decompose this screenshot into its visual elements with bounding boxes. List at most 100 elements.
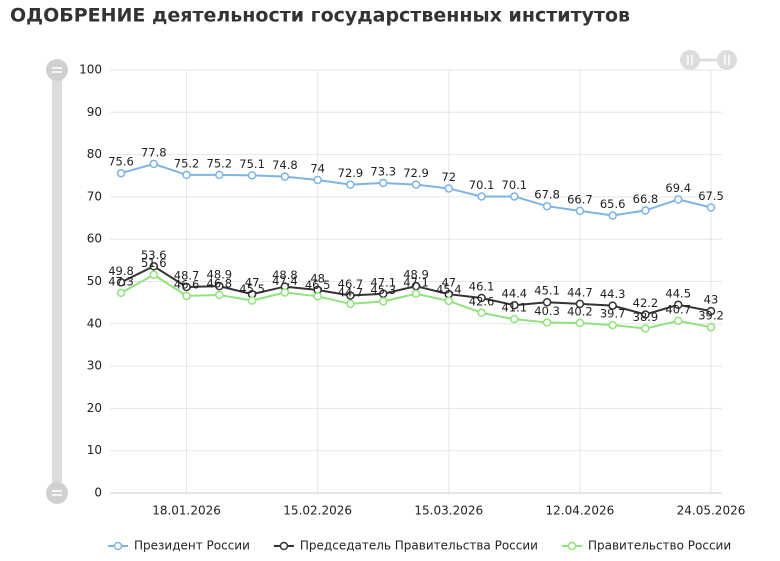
data-label: 67.5 (698, 189, 724, 203)
data-label: 51.6 (141, 256, 167, 270)
point (215, 170, 224, 180)
point (378, 178, 388, 188)
point (378, 297, 388, 306)
data-label: 72.9 (403, 166, 429, 180)
slider-handle[interactable] (680, 50, 700, 70)
slider-handle[interactable] (46, 482, 68, 504)
data-label: 75.1 (239, 157, 265, 171)
data-label: 66.7 (567, 192, 593, 206)
data-label: 47.3 (108, 274, 134, 288)
point (477, 192, 486, 201)
point (641, 206, 650, 215)
y-tick-label: 100 (79, 63, 102, 77)
data-label: 44.7 (567, 285, 593, 299)
y-tick-label: 70 (87, 189, 102, 203)
data-label: 42.2 (633, 296, 659, 310)
data-label: 70.1 (502, 178, 528, 192)
point (608, 211, 617, 220)
y-tick-label: 30 (87, 359, 102, 373)
data-label: 74.8 (272, 158, 298, 172)
data-label: 44.3 (600, 287, 626, 301)
point (182, 170, 191, 180)
slider-handle[interactable] (46, 59, 68, 81)
data-label: 66.8 (633, 192, 659, 206)
legend-item: Председатель Правительства России (273, 539, 538, 553)
data-label: 75.2 (174, 156, 200, 170)
point (510, 300, 519, 310)
data-label: 74 (310, 161, 325, 175)
data-label: 44.7 (338, 285, 364, 299)
x-tick-label: 15.03.2026 (414, 504, 483, 518)
data-label: 47 (245, 276, 260, 290)
data-label: 45.1 (534, 284, 560, 298)
data-label: 39.7 (600, 307, 626, 321)
data-label: 46.6 (174, 277, 200, 291)
data-label: 46.1 (469, 279, 495, 293)
legend-marker (567, 541, 577, 551)
handle-icon (52, 67, 62, 73)
data-label: 69.4 (665, 181, 691, 195)
data-label: 46.5 (305, 278, 331, 292)
data-label: 77.8 (141, 145, 167, 159)
point (542, 297, 552, 307)
point (673, 300, 683, 310)
point (444, 296, 454, 306)
y-tick-label: 50 (87, 274, 102, 288)
point (182, 282, 191, 292)
data-label: 53.6 (141, 248, 167, 262)
data-label: 49.8 (108, 264, 134, 278)
point (247, 171, 257, 180)
x-tick-label: 24.05.2026 (677, 504, 746, 518)
point (346, 291, 355, 300)
point (510, 314, 519, 324)
slider-handle[interactable] (717, 50, 737, 70)
legend-label: Правительство России (588, 539, 731, 553)
point (477, 308, 486, 318)
point (280, 172, 290, 181)
y-tick-label: 80 (87, 147, 102, 161)
y-tick-label: 0 (94, 486, 102, 500)
x-tick-label: 12.04.2026 (546, 504, 615, 518)
point (346, 180, 355, 189)
range-slider[interactable] (46, 59, 68, 504)
data-label: 47.4 (272, 274, 298, 288)
x-range-slider[interactable] (680, 50, 737, 70)
data-label: 72 (441, 170, 456, 184)
point (411, 180, 421, 189)
data-label: 73.3 (370, 164, 396, 178)
data-label: 47 (441, 276, 456, 290)
data-label: 40.3 (534, 304, 560, 318)
legend-marker (113, 541, 123, 551)
point (706, 306, 716, 316)
data-label: 45.3 (370, 283, 396, 297)
data-label: 65.6 (600, 197, 626, 211)
data-label: 45.4 (436, 282, 462, 296)
point (149, 270, 159, 279)
data-label: 44.4 (502, 287, 528, 301)
point (542, 201, 552, 211)
point (641, 310, 650, 319)
y-tick-label: 10 (87, 443, 102, 457)
point (575, 318, 585, 328)
y-tick-label: 40 (87, 316, 102, 330)
data-label: 43 (704, 293, 719, 307)
point (608, 301, 617, 310)
point (641, 324, 650, 333)
point (116, 168, 126, 178)
point (182, 291, 191, 301)
y-tick-label: 60 (87, 232, 102, 246)
data-label: 48.8 (272, 268, 298, 282)
data-label: 44.5 (665, 286, 691, 300)
point (477, 293, 486, 303)
point (149, 159, 159, 169)
slider-track (52, 70, 62, 493)
y-tick-label: 90 (87, 105, 102, 119)
point (215, 281, 224, 291)
data-label: 72.9 (338, 166, 364, 180)
data-label: 48.9 (207, 268, 233, 282)
chart-title: ОДОБРЕНИЕ деятельности государственных и… (10, 5, 630, 27)
data-label: 38.9 (633, 310, 659, 324)
x-tick-label: 15.02.2026 (283, 504, 352, 518)
